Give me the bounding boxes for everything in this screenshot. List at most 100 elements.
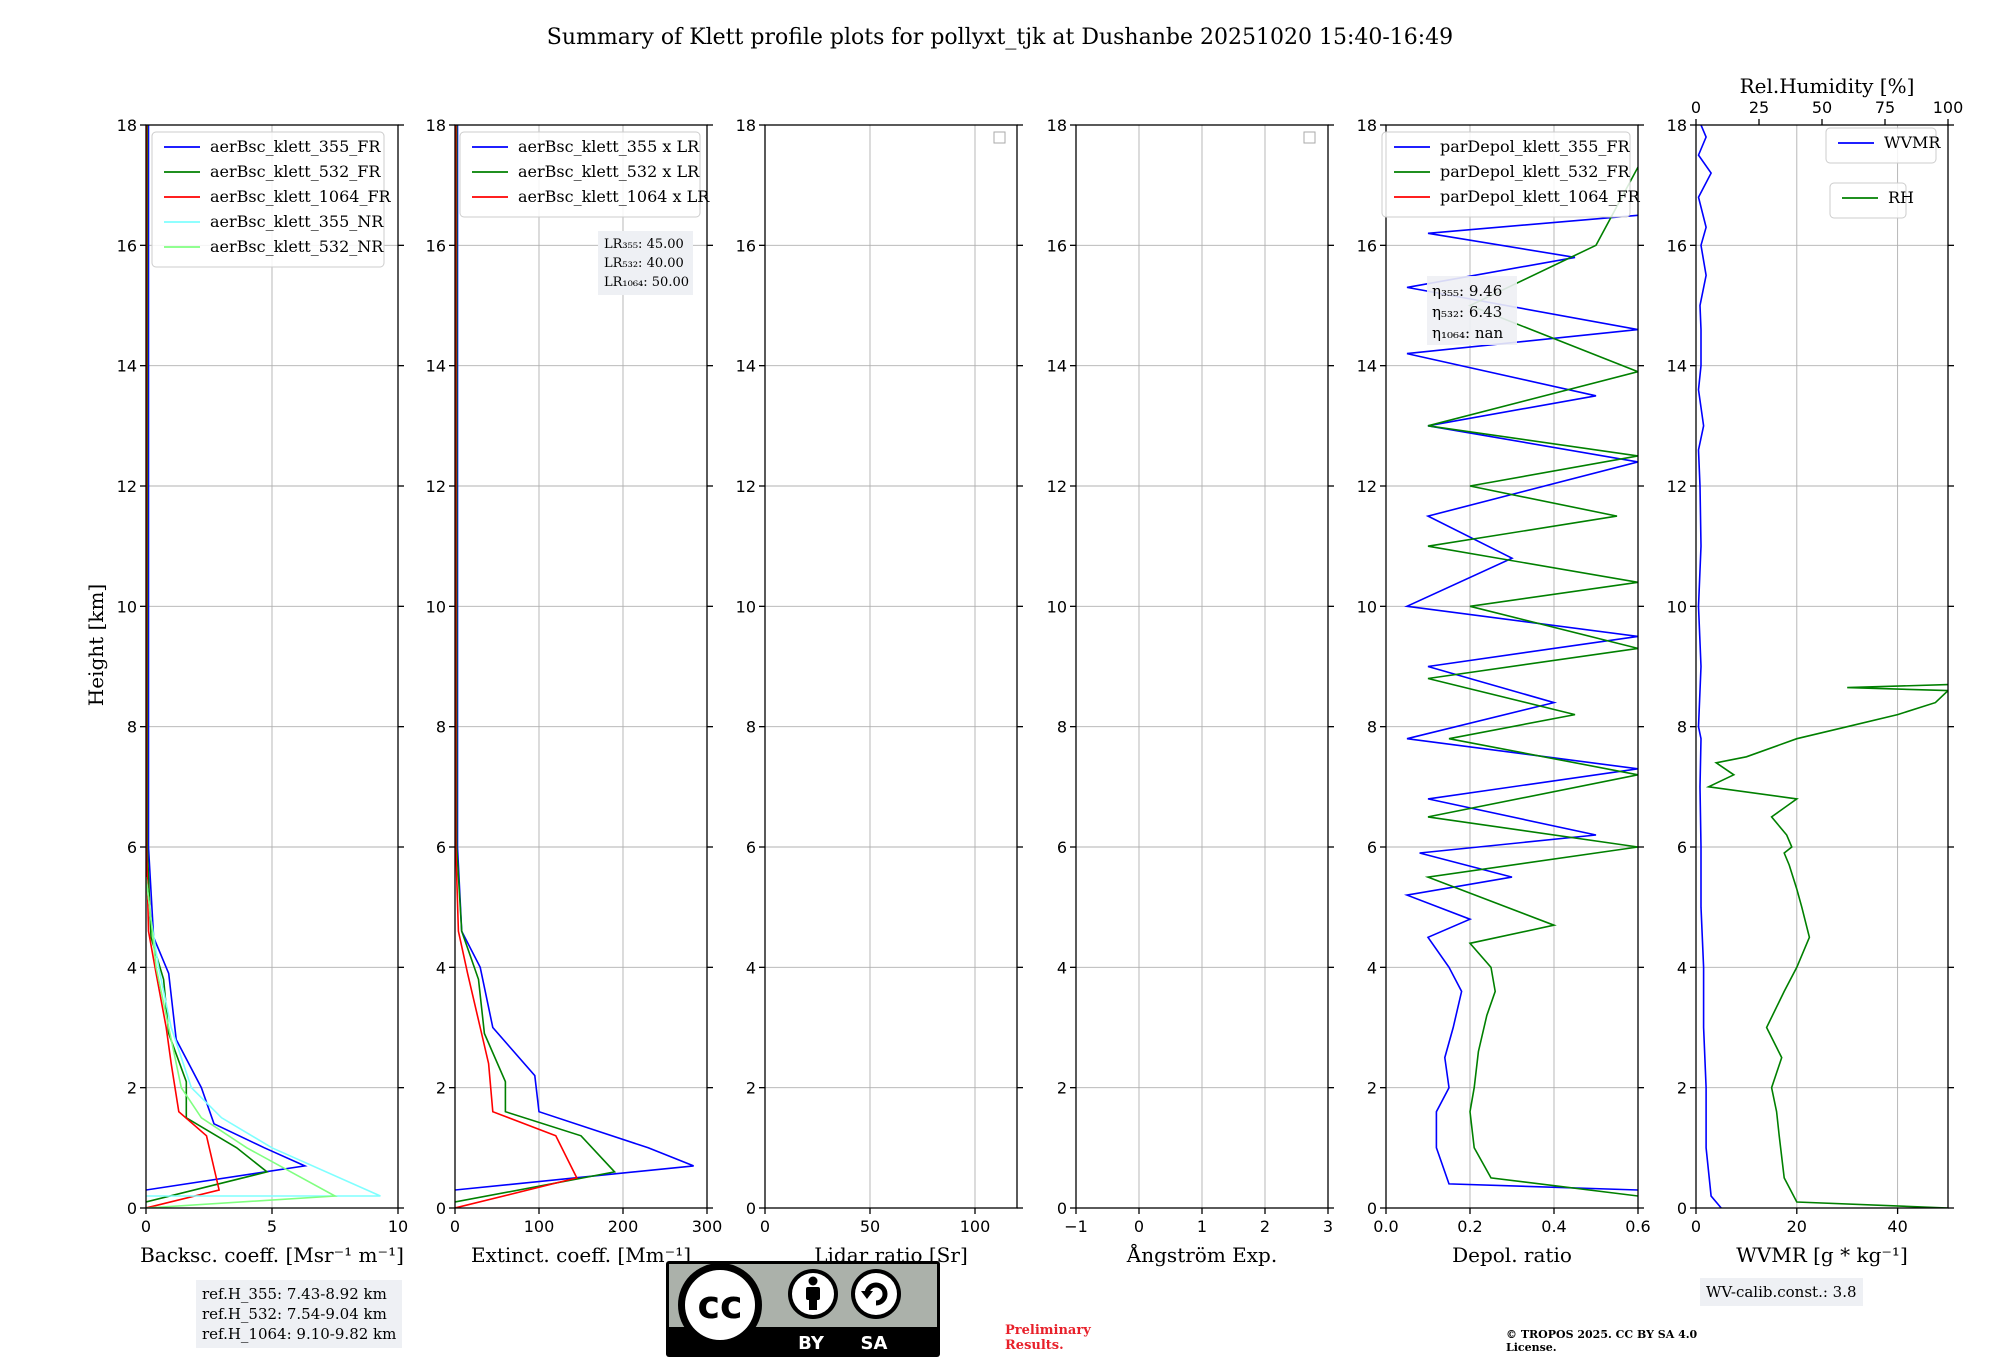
- y-tick-label: 12: [1047, 477, 1067, 496]
- y-tick-label: 0: [1677, 1199, 1687, 1218]
- lr-value-l532: LR₅₃₂: 40.00: [604, 256, 684, 271]
- top-x-tick-label: 25: [1749, 98, 1769, 117]
- empty-legend-angstrom: [1303, 131, 1316, 144]
- y-tick-label: 14: [1047, 357, 1067, 376]
- y-tick-label: 4: [746, 958, 756, 977]
- x-tick-label: 0: [450, 1217, 460, 1236]
- y-tick-label: 0: [127, 1199, 137, 1218]
- x-tick-label: 50: [860, 1217, 880, 1236]
- y-tick-label: 14: [1667, 357, 1687, 376]
- y-tick-label: 2: [1057, 1079, 1067, 1098]
- y-tick-label: 6: [1057, 838, 1067, 857]
- ref-height-532: ref.H_532: 7.54-9.04 km: [202, 1305, 387, 1323]
- y-tick-label: 10: [1667, 597, 1687, 616]
- y-tick-label: 0: [436, 1199, 446, 1218]
- series-line-0-1: [146, 125, 269, 1203]
- wv-calibration-box: WV-calib.const.: 3.8: [1700, 1278, 1863, 1306]
- x-tick-label: 300: [692, 1217, 723, 1236]
- series-line-4-1: [1424, 166, 1638, 1197]
- top-x-tick-label: 0: [1691, 98, 1701, 117]
- y-tick-label: 18: [1357, 116, 1377, 135]
- legend-entry: aerBsc_klett_355 x LR: [518, 137, 700, 156]
- y-tick-label: 2: [127, 1079, 137, 1098]
- legend-box: [1829, 182, 1907, 219]
- axes-frame: [145, 124, 399, 1209]
- x-tick-label: 0: [1691, 1217, 1701, 1236]
- x-tick-label: 0.6: [1625, 1217, 1650, 1236]
- y-tick-label: 4: [1677, 958, 1687, 977]
- x-tick-label: 100: [524, 1217, 555, 1236]
- y-tick-label: 10: [1357, 597, 1377, 616]
- y-tick-label: 14: [736, 357, 756, 376]
- y-tick-label: 12: [117, 477, 137, 496]
- y-tick-label: 4: [1367, 958, 1377, 977]
- y-tick-label: 10: [1047, 597, 1067, 616]
- x-tick-label: 0: [1134, 1217, 1144, 1236]
- legend-entry: WVMR: [1884, 133, 1941, 152]
- wvmr-legend: WVMR: [1825, 127, 1941, 164]
- top-axis-label: Rel.Humidity [%]: [1740, 74, 1915, 98]
- sa-text: SA: [861, 1333, 888, 1354]
- x-tick-label: 2: [1260, 1217, 1270, 1236]
- y-tick-label: 18: [117, 116, 137, 135]
- ref-height-355: ref.H_355: 7.43-8.92 km: [202, 1285, 387, 1303]
- legend-entry: aerBsc_klett_1064 x LR: [518, 187, 710, 206]
- x-axis-label: WVMR [g * kg⁻¹]: [1736, 1243, 1908, 1267]
- x-axis-label: Depol. ratio: [1452, 1243, 1572, 1267]
- x-tick-label: 40: [1887, 1217, 1907, 1236]
- x-tick-label: 3: [1323, 1217, 1333, 1236]
- y-tick-label: 4: [1057, 958, 1067, 977]
- y-tick-label: 0: [1057, 1199, 1067, 1218]
- y-tick-label: 12: [1357, 477, 1377, 496]
- legend-entry: aerBsc_klett_532_FR: [210, 162, 381, 181]
- y-tick-label: 6: [1367, 838, 1377, 857]
- y-tick-label: 16: [1047, 236, 1067, 255]
- x-axis-label: Extinct. coeff. [Mm⁻¹]: [471, 1243, 691, 1267]
- top-x-tick-label: 75: [1875, 98, 1895, 117]
- series-line-1-1: [455, 125, 617, 1203]
- y-tick-label: 4: [436, 958, 446, 977]
- panel-backscatter: 0 2 4 6 8 10 12 14 16 18 0 5 10 Backsc. coeff. [Msr⁻¹…: [117, 116, 409, 1267]
- preliminary-results-note: Preliminary Results.: [1005, 1323, 1091, 1353]
- legend-entry: aerBsc_klett_532 x LR: [518, 162, 700, 181]
- x-axis-label: Backsc. coeff. [Msr⁻¹ m⁻¹]: [140, 1243, 404, 1267]
- y-tick-label: 2: [1367, 1079, 1377, 1098]
- y-tick-label: 14: [426, 357, 446, 376]
- legend-entry: parDepol_klett_532_FR: [1440, 162, 1631, 181]
- y-tick-label: 4: [127, 958, 137, 977]
- legend-entry: parDepol_klett_355_FR: [1440, 137, 1631, 156]
- y-tick-label: 16: [736, 236, 756, 255]
- rh-legend: RH: [1829, 182, 1914, 219]
- axes-frame: [1695, 124, 1949, 1209]
- x-tick-label: 20: [1787, 1217, 1807, 1236]
- ref-height-1064: ref.H_1064: 9.10-9.82 km: [202, 1325, 397, 1343]
- x-tick-label: 200: [608, 1217, 639, 1236]
- y-tick-label: 6: [1677, 838, 1687, 857]
- y-tick-label: 12: [1667, 477, 1687, 496]
- y-tick-label: 12: [736, 477, 756, 496]
- extinction-legend: aerBsc_klett_355 x LR aerBsc_klett_532 x …: [459, 131, 710, 218]
- y-tick-label: 10: [736, 597, 756, 616]
- legend-entry: parDepol_klett_1064_FR: [1440, 187, 1641, 206]
- series-line-5-0: [1697, 125, 1722, 1208]
- panel-depol: 0 2 4 6 8 10 12 14 16 18 0.0 0.2 0.4 0.6 Depol. ratio: [1357, 116, 1651, 1267]
- series-line-0-3: [146, 877, 381, 1197]
- series-line-4-0: [1403, 214, 1638, 1191]
- x-tick-label: 1: [1197, 1217, 1207, 1236]
- x-tick-label: 0.2: [1457, 1217, 1482, 1236]
- cc-by-sa-logo: cc BY SA: [666, 1261, 940, 1357]
- eta-value-e1064: η₁₀₆₄: nan: [1432, 324, 1503, 342]
- x-tick-label: 10: [388, 1217, 408, 1236]
- legend-entry: aerBsc_klett_1064_FR: [210, 187, 392, 206]
- backscatter-legend: aerBsc_klett_355_FR aerBsc_klett_532_FRae…: [151, 131, 392, 268]
- eta-value-e532: η₅₃₂: 6.43: [1432, 303, 1502, 321]
- cc-text: cc: [697, 1283, 742, 1327]
- y-tick-label: 0: [746, 1199, 756, 1218]
- copyright-note: © TROPOS 2025. CC BY SA 4.0 License.: [1506, 1328, 1698, 1354]
- legend-box: [459, 131, 701, 218]
- x-tick-label: 0.0: [1373, 1217, 1398, 1236]
